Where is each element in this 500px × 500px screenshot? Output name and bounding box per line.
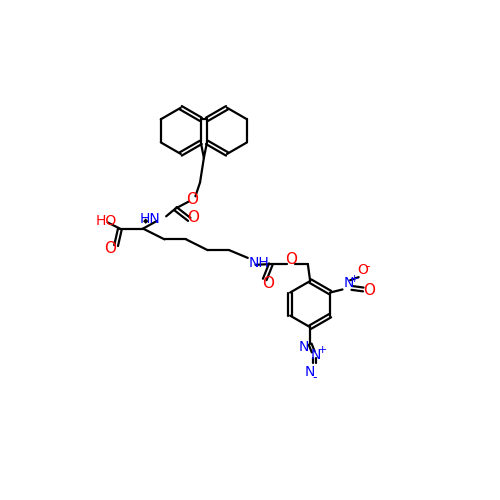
Text: O: O bbox=[285, 252, 297, 267]
Text: N: N bbox=[344, 276, 354, 290]
Text: ◆: ◆ bbox=[144, 218, 149, 224]
Text: N: N bbox=[305, 365, 316, 379]
Text: HO: HO bbox=[96, 214, 116, 228]
Text: N: N bbox=[311, 348, 322, 362]
Text: O: O bbox=[357, 263, 368, 277]
Text: -: - bbox=[366, 260, 370, 273]
Text: HN: HN bbox=[139, 212, 160, 226]
Text: O: O bbox=[186, 192, 198, 207]
Text: +: + bbox=[350, 274, 358, 283]
Text: +: + bbox=[318, 346, 327, 356]
Text: O: O bbox=[262, 276, 274, 291]
Text: O: O bbox=[187, 210, 199, 226]
Text: O: O bbox=[364, 282, 376, 298]
Text: NH: NH bbox=[248, 256, 270, 270]
Text: O: O bbox=[104, 241, 116, 256]
Text: N: N bbox=[299, 340, 309, 354]
Text: -: - bbox=[312, 372, 317, 384]
